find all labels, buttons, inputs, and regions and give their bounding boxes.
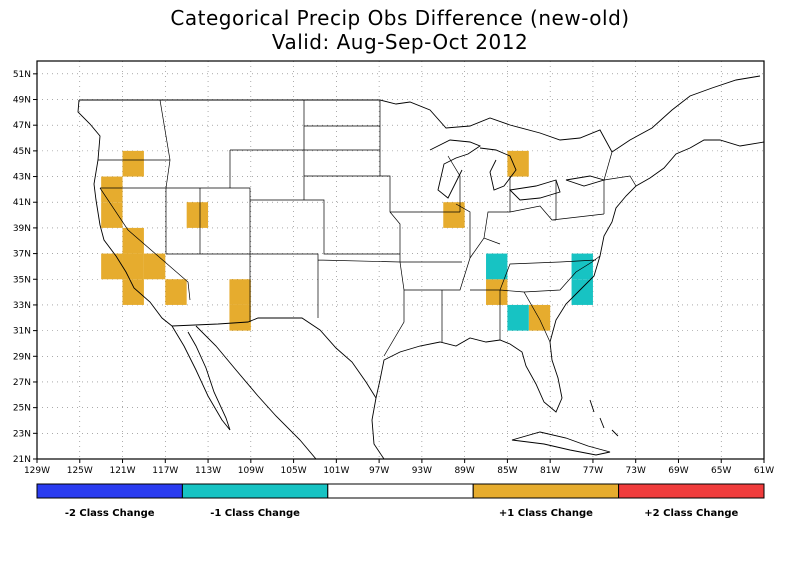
- data-cells: [101, 150, 593, 331]
- lat-tick-label: 47N: [13, 121, 31, 131]
- data-cell: [186, 202, 209, 228]
- lon-tick-label: 117W: [152, 466, 178, 476]
- lat-tick-label: 35N: [13, 275, 31, 285]
- map-subtitle: Valid: Aug-Sep-Oct 2012: [271, 30, 529, 54]
- axis-ticks: 129W 125W 121W 117W 113W 109W 105W 101W 97W 93W 89…: [13, 70, 774, 476]
- lon-tick-label: 101W: [323, 466, 349, 476]
- bahamas-islands: [589, 399, 619, 437]
- gulf-coast: [375, 337, 563, 413]
- lat-tick-label: 39N: [13, 224, 31, 234]
- data-cell: [122, 253, 144, 280]
- data-cell: [528, 304, 551, 331]
- legend-label: +1 Class Change: [499, 508, 593, 519]
- plot-frame: [36, 60, 765, 460]
- lon-tick-label: 97W: [369, 466, 389, 476]
- lat-tick-label: 37N: [13, 250, 31, 260]
- legend-swatch: [36, 483, 183, 499]
- legend-label: -2 Class Change: [65, 508, 155, 519]
- lat-tick-label: 31N: [13, 327, 31, 337]
- legend: -2 Class Change -1 Class Change +1 Class C…: [36, 483, 765, 519]
- data-cell: [101, 176, 123, 203]
- lat-tick-label: 43N: [13, 173, 31, 183]
- grid-lines: [37, 61, 764, 459]
- us-canada-border: [79, 99, 613, 153]
- lat-tick-label: 51N: [13, 70, 31, 80]
- data-cell: [229, 279, 251, 305]
- data-cell: [101, 202, 123, 228]
- lon-tick-label: 85W: [497, 466, 517, 476]
- lon-tick-label: 61W: [754, 466, 774, 476]
- mexico-coast-west: [195, 325, 317, 459]
- lat-tick-label: 41N: [13, 198, 31, 208]
- data-cell: [122, 227, 144, 254]
- lon-tick-label: 105W: [281, 466, 307, 476]
- lat-tick-label: 21N: [13, 455, 31, 465]
- lat-tick-label: 29N: [13, 352, 31, 362]
- legend-swatch: [472, 483, 620, 499]
- lat-tick-label: 45N: [13, 147, 31, 157]
- lon-tick-label: 125W: [67, 466, 93, 476]
- lon-tick-label: 65W: [711, 466, 731, 476]
- legend-swatch: [327, 483, 474, 499]
- data-cell: [143, 253, 166, 280]
- lat-tick-label: 49N: [13, 96, 31, 106]
- data-cell: [486, 253, 508, 280]
- lat-tick-label: 25N: [13, 404, 31, 414]
- legend-swatch: [181, 483, 329, 499]
- us-mexico-border: [171, 317, 377, 399]
- data-cell: [507, 150, 529, 177]
- data-cell: [571, 253, 593, 280]
- data-cell: [101, 253, 123, 280]
- lon-tick-label: 77W: [583, 466, 603, 476]
- data-cell: [165, 279, 187, 305]
- lon-tick-label: 129W: [24, 466, 50, 476]
- lat-tick-label: 27N: [13, 378, 31, 388]
- baja-peninsula: [171, 325, 231, 431]
- state-borders: [98, 99, 637, 357]
- data-cell: [229, 304, 251, 331]
- data-cell: [443, 202, 465, 228]
- lon-tick-label: 121W: [109, 466, 135, 476]
- legend-label: -1 Class Change: [210, 508, 300, 519]
- lon-tick-label: 113W: [195, 466, 221, 476]
- cuba-island: [511, 431, 611, 456]
- data-cell: [571, 279, 593, 305]
- mexico-gulf-coast: [371, 397, 385, 459]
- lon-tick-label: 109W: [238, 466, 264, 476]
- lat-tick-label: 23N: [13, 429, 31, 439]
- canada-coast: [611, 75, 764, 153]
- legend-label: +2 Class Change: [644, 508, 738, 519]
- map-title: Categorical Precip Obs Difference (new-o…: [170, 6, 630, 30]
- data-cell: [507, 304, 529, 331]
- lon-tick-label: 69W: [668, 466, 688, 476]
- lon-tick-label: 93W: [412, 466, 432, 476]
- lat-tick-label: 33N: [13, 301, 31, 311]
- data-cell: [122, 150, 144, 177]
- data-cell: [122, 279, 144, 305]
- lon-tick-label: 73W: [626, 466, 646, 476]
- lon-tick-label: 89W: [454, 466, 474, 476]
- atlantic-coast: [549, 147, 691, 343]
- data-cell: [486, 279, 508, 305]
- legend-swatch: [618, 483, 765, 499]
- lon-tick-label: 81W: [540, 466, 560, 476]
- geography-outline: [77, 75, 764, 459]
- pacific-coastline: [77, 99, 173, 327]
